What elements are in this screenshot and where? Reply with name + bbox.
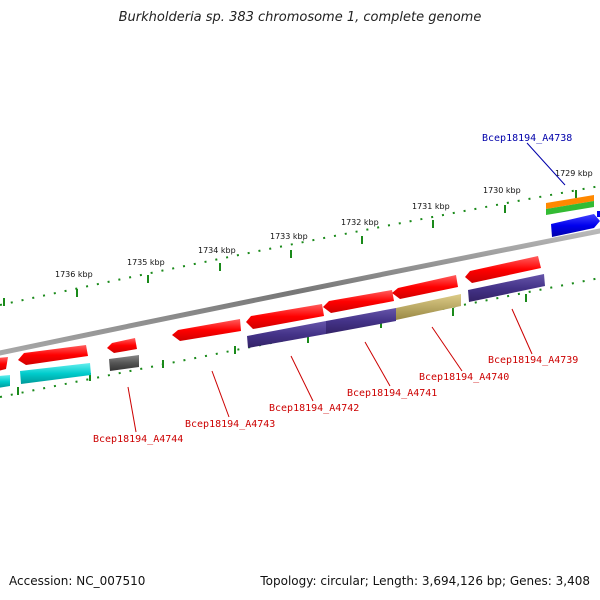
gene-label-a4740[interactable]: Bcep18194_A4740 bbox=[419, 372, 509, 383]
accession-label: Accession: NC_007510 bbox=[9, 574, 146, 588]
gene-arrow bbox=[18, 345, 88, 365]
gene-labels: Bcep18194_A4738 Bcep18194_A4739 Bcep1819… bbox=[93, 133, 578, 445]
scale-label-1729: 1729 kbp bbox=[555, 169, 593, 178]
gene-features bbox=[0, 195, 600, 388]
scale-label-1735: 1735 kbp bbox=[127, 258, 165, 267]
gene-block bbox=[546, 201, 594, 215]
leader-lines bbox=[127, 142, 566, 433]
gene-block bbox=[0, 375, 10, 388]
map-title: Burkholderia sp. 383 chromosome 1, compl… bbox=[118, 10, 482, 25]
gene-block bbox=[247, 321, 326, 348]
gene-label-a4742[interactable]: Bcep18194_A4742 bbox=[269, 403, 359, 414]
gene-arrow bbox=[392, 275, 458, 299]
gene-block bbox=[20, 363, 91, 384]
gene-block bbox=[109, 355, 139, 371]
gene-label-a4741[interactable]: Bcep18194_A4741 bbox=[347, 388, 437, 399]
scale-label-1733: 1733 kbp bbox=[270, 232, 308, 241]
gene-arrow bbox=[246, 304, 324, 329]
scale-label-1734: 1734 kbp bbox=[198, 246, 236, 255]
gene-arrow bbox=[172, 319, 241, 341]
genome-summary: Topology: circular; Length: 3,694,126 bp… bbox=[260, 574, 590, 588]
scale-labels: 1729 kbp 1730 kbp 1731 kbp 1732 kbp 1733… bbox=[55, 169, 593, 279]
gene-block bbox=[597, 211, 600, 217]
gene-block bbox=[396, 294, 461, 320]
gene-block bbox=[546, 195, 594, 209]
gene-arrow bbox=[323, 290, 394, 313]
scale-label-1732: 1732 kbp bbox=[341, 218, 379, 227]
gene-block bbox=[326, 308, 396, 334]
gene-label-a4744[interactable]: Bcep18194_A4744 bbox=[93, 434, 183, 445]
gene-label-a4743[interactable]: Bcep18194_A4743 bbox=[185, 419, 275, 430]
gene-arrow bbox=[107, 338, 137, 353]
gene-block bbox=[468, 274, 545, 302]
gene-arrow bbox=[0, 357, 8, 371]
upper-tick-track bbox=[0, 185, 600, 306]
gene-label-a4738[interactable]: Bcep18194_A4738 bbox=[482, 133, 572, 144]
gene-arrow bbox=[465, 256, 541, 283]
chromosome-backbone bbox=[0, 228, 600, 356]
gene-label-a4739[interactable]: Bcep18194_A4739 bbox=[488, 355, 578, 366]
scale-label-1730: 1730 kbp bbox=[483, 186, 521, 195]
gene-arrow bbox=[551, 214, 600, 237]
scale-label-1736: 1736 kbp bbox=[55, 270, 93, 279]
scale-label-1731: 1731 kbp bbox=[412, 202, 450, 211]
